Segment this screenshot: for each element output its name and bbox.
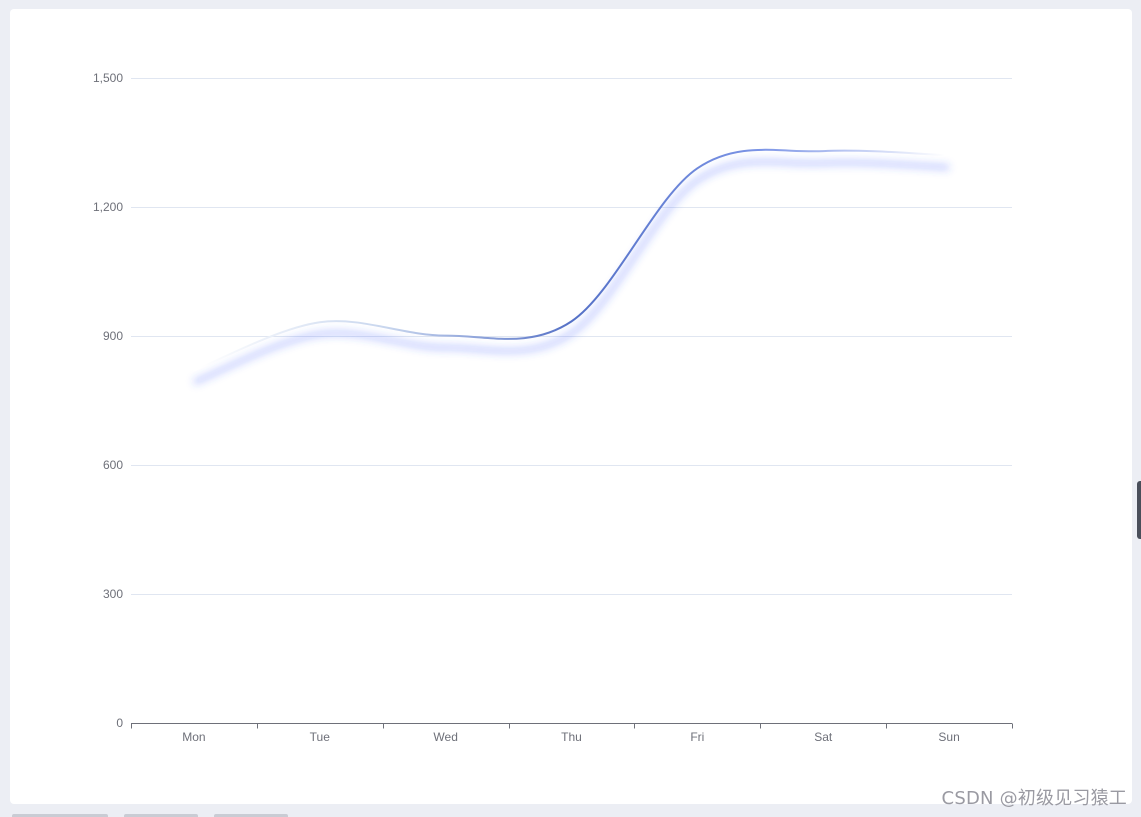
series-line-shadow	[192, 158, 950, 386]
x-tick-label: Fri	[690, 730, 704, 744]
y-tick-label: 300	[103, 587, 123, 601]
x-tick-label: Wed	[433, 730, 457, 744]
chart-card: 0 300 600 900 1,200 1,500 Mon Tue Wed Thu Fri Sat S…	[10, 9, 1132, 804]
watermark-text: CSDN @初级见习猿工	[941, 788, 1127, 809]
data-point-sat[interactable]	[820, 148, 826, 154]
x-tick-label: Thu	[561, 730, 582, 744]
x-tick-label: Sat	[814, 730, 833, 744]
data-point-mon[interactable]	[191, 367, 197, 373]
bottom-tab-3[interactable]	[214, 814, 288, 817]
bottom-tab-1[interactable]	[12, 814, 108, 817]
data-point-fri[interactable]	[694, 165, 700, 171]
y-tick-label: 1,200	[93, 200, 123, 214]
data-point-wed[interactable]	[443, 333, 449, 339]
line-chart: 0 300 600 900 1,200 1,500 Mon Tue Wed Thu Fri Sat S…	[93, 71, 1013, 744]
x-axis-labels: Mon Tue Wed Thu Fri Sat Sun	[182, 730, 959, 744]
x-tick-label: Tue	[310, 730, 331, 744]
data-point-thu[interactable]	[569, 318, 575, 324]
series-line	[191, 148, 952, 386]
scrollbar-handle[interactable]	[1137, 481, 1141, 539]
bottom-tab-2[interactable]	[124, 814, 198, 817]
y-tick-label: 1,500	[93, 71, 123, 85]
series-line-path	[192, 148, 951, 372]
data-point-tue[interactable]	[317, 319, 323, 325]
y-tick-label: 0	[116, 716, 123, 730]
data-point-sun[interactable]	[946, 152, 952, 158]
x-tick-label: Sun	[938, 730, 959, 744]
x-axis	[131, 723, 1013, 729]
y-tick-label: 600	[103, 458, 123, 472]
x-tick-label: Mon	[182, 730, 205, 744]
y-axis-labels: 0 300 600 900 1,200 1,500	[93, 71, 123, 730]
y-tick-label: 900	[103, 329, 123, 343]
